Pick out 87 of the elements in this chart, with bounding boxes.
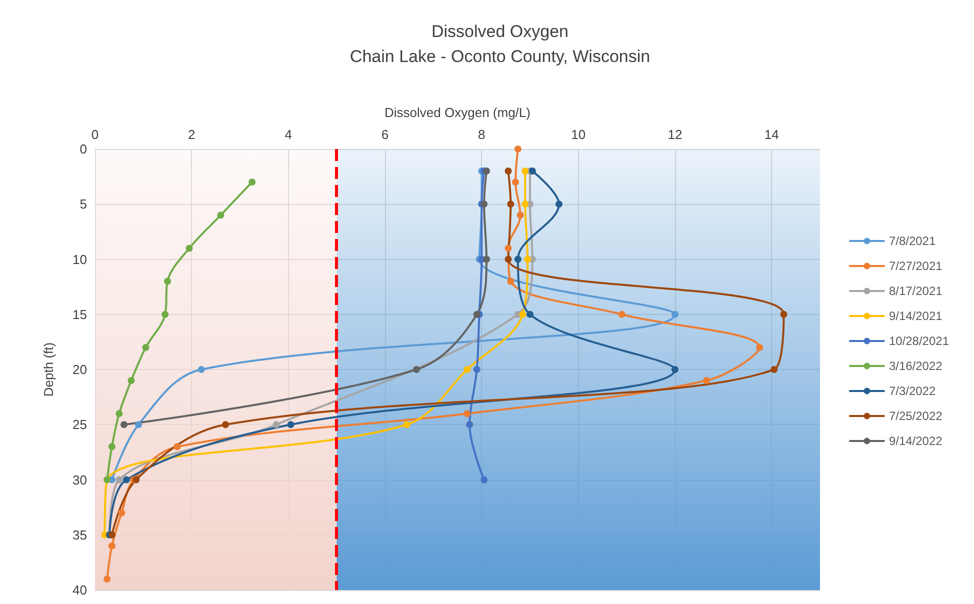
point [248,178,256,186]
x-tick-label: 6 [381,127,389,142]
point [135,421,142,428]
y-tick-label: 35 [72,527,87,542]
point [507,278,514,285]
point [118,509,126,516]
point [287,421,294,428]
point [504,168,512,175]
x-tick-label: 14 [764,127,779,142]
point [618,310,626,318]
point [473,366,480,373]
point [108,542,116,550]
point [528,168,536,175]
point [120,421,128,428]
point [122,476,130,484]
point [108,531,116,538]
point [514,146,522,152]
x-tick-label: 0 [91,127,99,142]
point [516,212,524,219]
y-tick-label: 30 [72,472,87,488]
point [116,410,123,418]
point [780,310,788,318]
legend-label: 7/8/2021 [888,234,936,248]
y-tick-label: 25 [72,417,87,432]
point [186,244,193,252]
point [128,377,135,384]
point [412,366,420,373]
point [464,366,471,373]
chart-subtitle: Chain Lake - Oconto County, Wisconsin [350,47,650,66]
y-tick-label: 20 [72,362,87,377]
point [217,212,224,219]
point [524,256,532,263]
y-tick-label: 10 [72,252,87,267]
point [507,200,514,208]
point [504,244,512,252]
point [770,366,778,373]
x-tick-label: 10 [571,127,586,142]
legend-label: 9/14/2022 [888,434,943,448]
point [519,310,526,318]
chart-title: Dissolved Oxygen [431,22,569,41]
point [480,476,488,484]
y-tick-label: 5 [80,196,87,212]
point [272,421,280,428]
legend-label: 9/14/2021 [888,309,943,323]
point [222,421,229,428]
point [522,168,529,175]
y-tick-label: 15 [72,306,87,322]
point [198,366,205,373]
point [672,310,678,318]
point [483,168,490,175]
y-axis-title: Depth (ft) [41,342,56,397]
point [756,344,764,351]
point [116,476,123,484]
point [403,421,410,428]
point [702,377,710,384]
point [522,200,529,208]
x-axis-title: Dissolved Oxygen (mg/L) [384,105,530,120]
legend-label: 7/27/2021 [888,259,943,273]
point [556,200,562,208]
y-tick-label: 40 [72,582,87,598]
point [464,410,471,418]
legend-label: 10/28/2021 [888,334,950,348]
legend-label: 3/16/2022 [888,359,943,373]
x-tick-label: 12 [668,127,682,142]
point [108,443,116,450]
point [672,366,678,373]
legend-label: 8/17/2021 [888,284,943,298]
y-tick-label: 0 [80,142,87,156]
point [480,200,488,208]
point [466,421,474,428]
point [514,256,522,263]
x-tick-label: 2 [188,127,196,142]
point [526,310,534,318]
point [504,256,512,263]
point [174,443,181,450]
point [162,310,169,318]
legend-label: 7/3/2022 [888,384,936,398]
point [473,310,480,318]
x-tick-label: 8 [478,127,486,142]
point [483,256,490,263]
legend-label: 7/25/2022 [888,409,943,423]
point [164,278,171,285]
x-tick-label: 4 [284,127,292,142]
point [142,344,150,351]
point [104,575,111,582]
point [512,178,519,186]
point [132,476,140,484]
